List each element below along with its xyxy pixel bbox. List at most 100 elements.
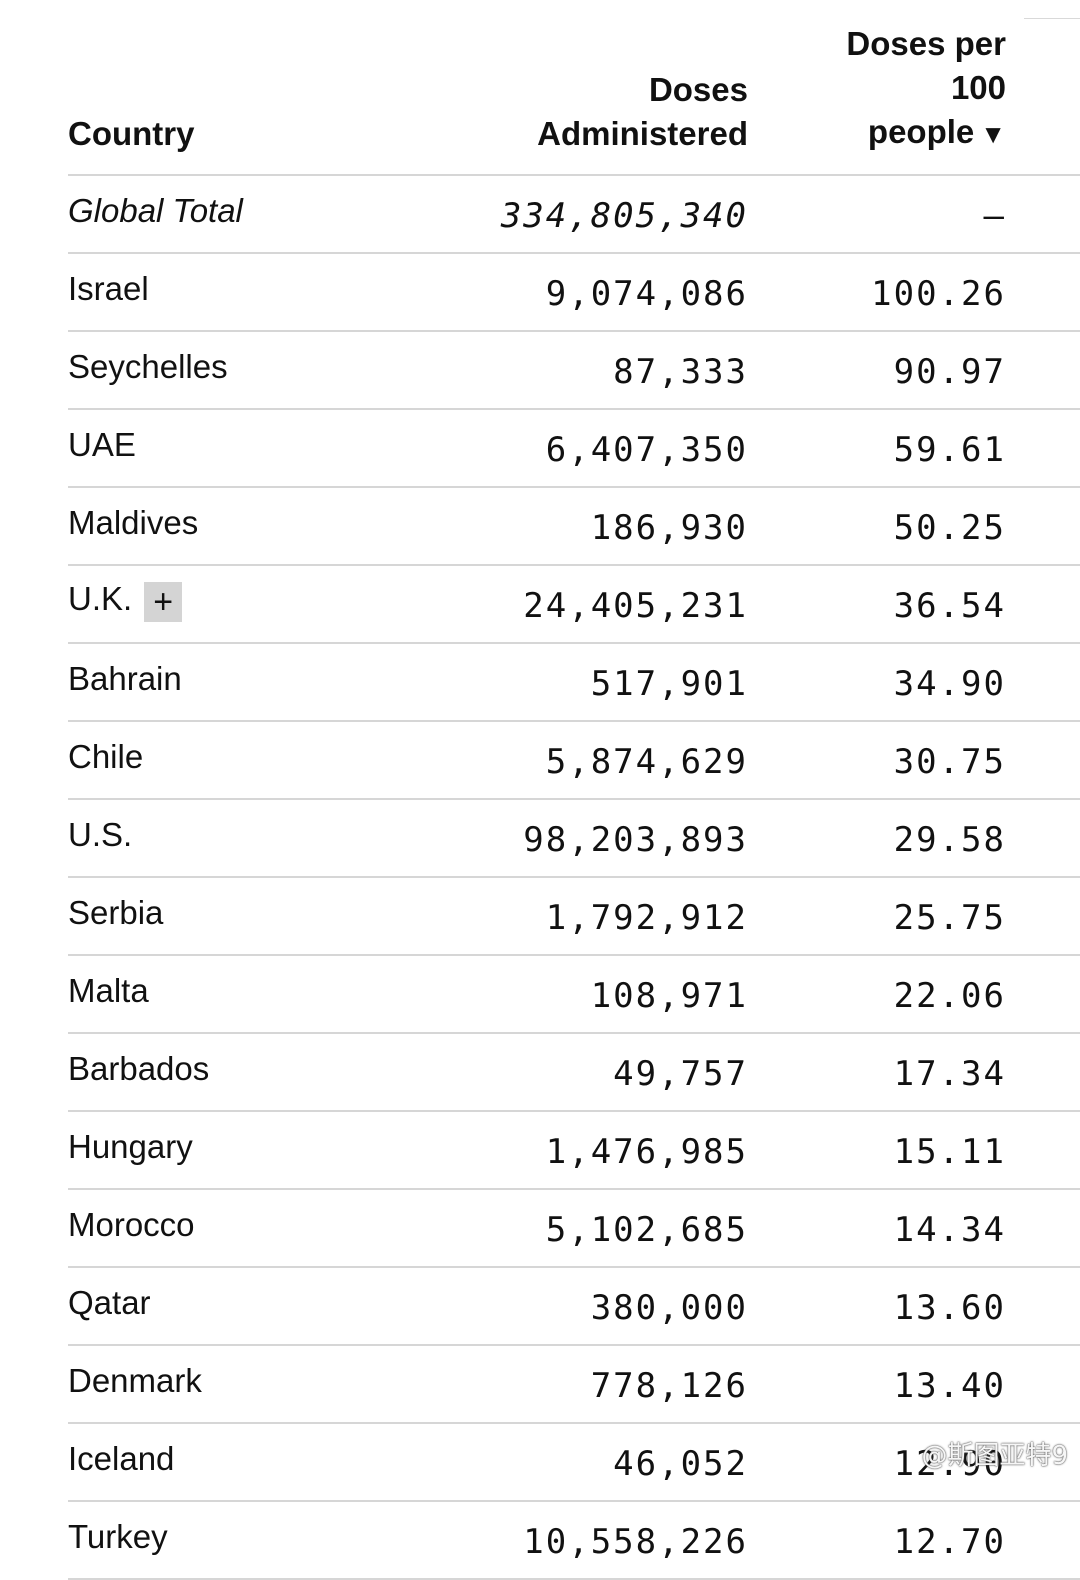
row-edge-spacer: [1006, 565, 1080, 644]
doses-cell: 186,930: [448, 487, 748, 566]
row-edge-spacer: [1006, 1501, 1080, 1580]
row-edge-spacer: [1006, 643, 1080, 722]
row-edge-spacer: [1006, 1033, 1080, 1112]
country-cell: Hungary: [68, 1111, 448, 1190]
country-cell: Barbados: [68, 1033, 448, 1112]
country-cell: Chile: [68, 721, 448, 800]
per100-cell: 22.06: [748, 955, 1006, 1034]
doses-cell: 334,805,340: [448, 175, 748, 254]
doses-cell: 517,901: [448, 643, 748, 722]
per100-cell: 30.75: [748, 721, 1006, 800]
row-edge-spacer: [1006, 799, 1080, 878]
column-header-doses-administered[interactable]: Doses Administered: [448, 22, 748, 176]
doses-cell: 46,052: [448, 1423, 748, 1502]
row-edge-spacer: [1006, 1111, 1080, 1190]
table-row: Turkey 10,558,226 12.70: [68, 1501, 1080, 1580]
country-cell: Turkey: [68, 1501, 448, 1580]
table-row: Barbados 49,757 17.34: [68, 1033, 1080, 1112]
header-row: Country Doses Administered Doses per 100…: [68, 22, 1080, 176]
column-header-per-line3: people: [867, 113, 975, 150]
top-edge-line: [1024, 18, 1080, 19]
table-row: UAE 6,407,350 59.61: [68, 409, 1080, 488]
table-edge-spacer: [1006, 22, 1080, 176]
row-edge-spacer: [1006, 1345, 1080, 1424]
row-edge-spacer: [1006, 175, 1080, 254]
column-header-per-line2: 100: [950, 69, 1006, 106]
per100-cell: 59.61: [748, 409, 1006, 488]
country-cell: Seychelles: [68, 331, 448, 410]
table-row: Malta 108,971 22.06: [68, 955, 1080, 1034]
per100-cell: 34.90: [748, 643, 1006, 722]
column-header-per-line3-wrap: people ▼: [748, 110, 1006, 156]
row-edge-spacer: [1006, 487, 1080, 566]
per100-cell: 29.58: [748, 799, 1006, 878]
column-header-doses-line2: Administered: [537, 115, 748, 152]
column-header-per-line1: Doses per: [846, 25, 1006, 62]
watermark-text: @斯图亚特9: [921, 1441, 1068, 1471]
table-row: Seychelles 87,333 90.97: [68, 331, 1080, 410]
country-cell: Morocco: [68, 1189, 448, 1268]
per100-cell: 36.54: [748, 565, 1006, 644]
per100-cell: 14.34: [748, 1189, 1006, 1268]
country-cell-with-expand: U.K. +: [68, 565, 448, 644]
table-row: Serbia 1,792,912 25.75: [68, 877, 1080, 956]
doses-cell: 6,407,350: [448, 409, 748, 488]
country-cell: Israel: [68, 253, 448, 332]
row-edge-spacer: [1006, 1189, 1080, 1268]
row-edge-spacer: [1006, 877, 1080, 956]
per100-cell: 50.25: [748, 487, 1006, 566]
table-row-uk: U.K. + 24,405,231 36.54: [68, 565, 1080, 644]
country-cell: Malta: [68, 955, 448, 1034]
doses-cell: 1,792,912: [448, 877, 748, 956]
sort-descending-icon[interactable]: ▼: [980, 119, 1006, 149]
table-row: Chile 5,874,629 30.75: [68, 721, 1080, 800]
doses-cell: 49,757: [448, 1033, 748, 1112]
table-row: Qatar 380,000 13.60: [68, 1267, 1080, 1346]
row-edge-spacer: [1006, 1267, 1080, 1346]
doses-cell: 24,405,231: [448, 565, 748, 644]
table-row-global-total: Global Total 334,805,340 –: [68, 175, 1080, 254]
country-cell: Denmark: [68, 1345, 448, 1424]
doses-cell: 1,476,985: [448, 1111, 748, 1190]
row-edge-spacer: [1006, 253, 1080, 332]
country-cell: Maldives: [68, 487, 448, 566]
per100-cell: 13.40: [748, 1345, 1006, 1424]
doses-cell: 98,203,893: [448, 799, 748, 878]
per100-cell: 100.26: [748, 253, 1006, 332]
row-edge-spacer: [1006, 955, 1080, 1034]
country-cell: Iceland: [68, 1423, 448, 1502]
column-header-country[interactable]: Country: [68, 22, 448, 176]
country-cell: Qatar: [68, 1267, 448, 1346]
per100-cell: 15.11: [748, 1111, 1006, 1190]
country-cell: Serbia: [68, 877, 448, 956]
doses-cell: 108,971: [448, 955, 748, 1034]
doses-cell: 778,126: [448, 1345, 748, 1424]
table-row: Maldives 186,930 50.25: [68, 487, 1080, 566]
country-cell: Bahrain: [68, 643, 448, 722]
per100-cell: 25.75: [748, 877, 1006, 956]
table-row: U.S. 98,203,893 29.58: [68, 799, 1080, 878]
column-header-country-label: Country: [68, 115, 195, 152]
doses-cell: 10,558,226: [448, 1501, 748, 1580]
row-edge-spacer: [1006, 409, 1080, 488]
row-edge-spacer: [1006, 721, 1080, 800]
per100-cell: 12.70: [748, 1501, 1006, 1580]
country-cell: U.S.: [68, 799, 448, 878]
table-row: Hungary 1,476,985 15.11: [68, 1111, 1080, 1190]
table-row: Denmark 778,126 13.40: [68, 1345, 1080, 1424]
doses-cell: 5,874,629: [448, 721, 748, 800]
per100-cell: 13.60: [748, 1267, 1006, 1346]
table-row: Israel 9,074,086 100.26: [68, 253, 1080, 332]
column-header-doses-per-100[interactable]: Doses per 100 people ▼: [748, 22, 1006, 176]
per100-cell: –: [748, 175, 1006, 254]
row-edge-spacer: [1006, 331, 1080, 410]
per100-cell: 90.97: [748, 331, 1006, 410]
doses-cell: 5,102,685: [448, 1189, 748, 1268]
table-row: Bahrain 517,901 34.90: [68, 643, 1080, 722]
country-cell: Global Total: [68, 175, 448, 254]
doses-cell: 380,000: [448, 1267, 748, 1346]
column-header-doses-line1: Doses: [648, 71, 748, 108]
expand-plus-button[interactable]: +: [144, 581, 183, 622]
table-row: Morocco 5,102,685 14.34: [68, 1189, 1080, 1268]
per100-cell: 17.34: [748, 1033, 1006, 1112]
